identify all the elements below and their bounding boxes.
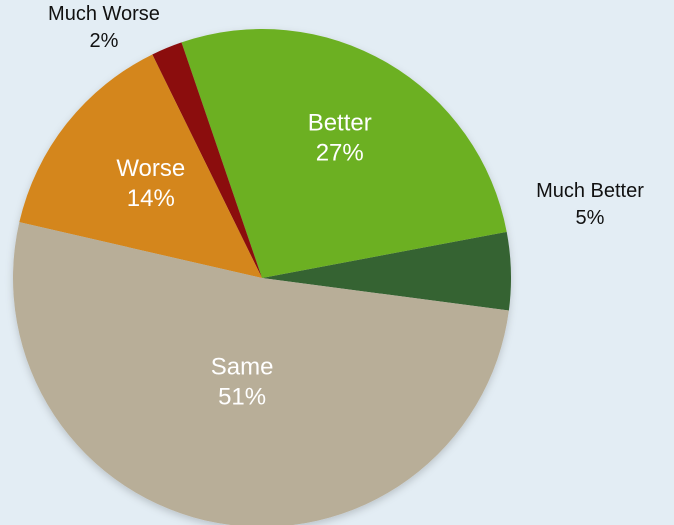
slice-percent-text: 5%	[576, 207, 605, 229]
slice-category-text: Better	[308, 110, 372, 137]
slice-category-text: Worse	[116, 155, 185, 182]
pie-slice-much-better	[262, 231, 512, 311]
pie-labels: Much Better 5% Better 27% Much Worse 2% Worse 1…	[48, 3, 644, 410]
slice-label-much-better: Much Better 5%	[536, 180, 644, 229]
slice-category-text: Much Better	[536, 180, 644, 202]
pie-slice-much-worse	[152, 42, 262, 279]
pie-slices	[13, 28, 512, 525]
slice-percent-text: 51%	[218, 383, 266, 410]
slice-percent-text: 14%	[127, 185, 175, 212]
slice-label-same: Same 51%	[211, 353, 274, 410]
slice-category-text: Same	[211, 353, 274, 380]
slice-label-better: Better 27%	[308, 110, 372, 167]
slice-label-much-worse: Much Worse 2%	[48, 3, 160, 52]
pie-slice-worse	[19, 54, 262, 278]
pie-slice-better	[181, 28, 507, 279]
slice-label-worse: Worse 14%	[116, 155, 185, 212]
slice-percent-text: 27%	[316, 140, 364, 167]
pie-slice-same	[13, 222, 509, 525]
slice-category-text: Much Worse	[48, 3, 160, 25]
slice-percent-text: 2%	[90, 30, 119, 52]
